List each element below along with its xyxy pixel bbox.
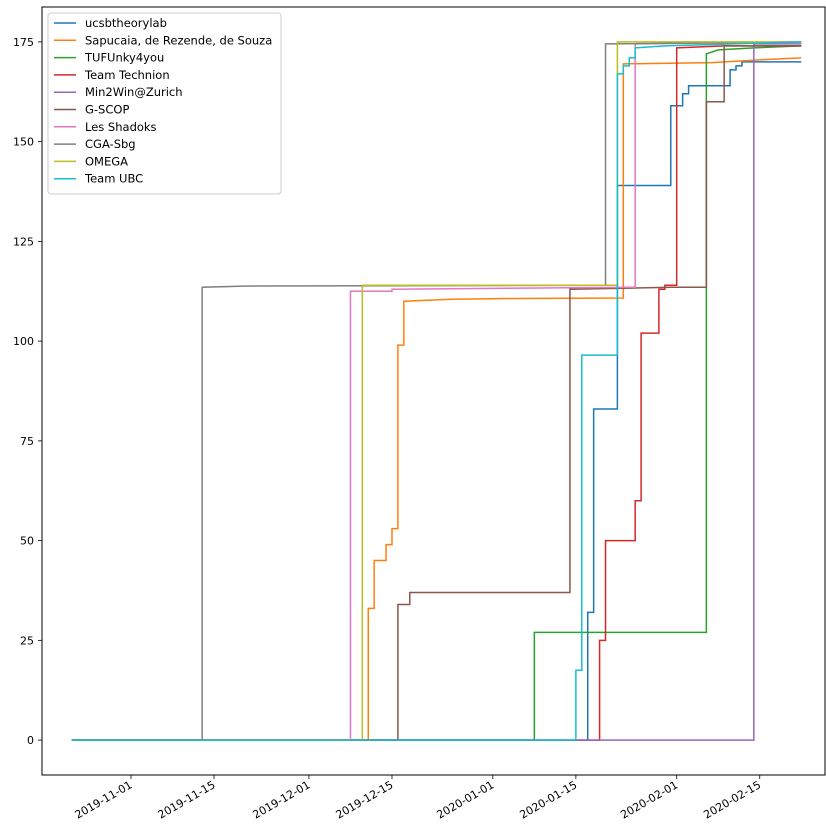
series-line-10 <box>71 41 802 741</box>
y-axis: 0 25 50 75 100 125 150 175 <box>13 36 42 747</box>
y-tick-label: 75 <box>20 435 34 448</box>
series-line-2 <box>71 57 802 741</box>
series-line-3 <box>71 45 802 741</box>
y-tick-label: 125 <box>13 235 34 248</box>
legend-label: TUFUnky4you <box>84 51 164 65</box>
legend-label: Sapucaia, de Rezende, de Souza <box>85 33 272 47</box>
series-line-6 <box>71 45 802 741</box>
y-tick-label: 50 <box>20 535 34 548</box>
legend-label: Les Shadoks <box>85 120 157 134</box>
series-line-1 <box>71 61 802 741</box>
y-tick-label: 175 <box>13 36 34 49</box>
legend: ucsbtheorylab Sapucaia, de Rezende, de So… <box>47 12 282 195</box>
legend-label: ucsbtheorylab <box>85 16 167 30</box>
legend-label: Team Technion <box>84 68 170 82</box>
y-tick-label: 25 <box>20 634 34 647</box>
legend-label: G-SCOP <box>85 103 129 117</box>
series-layer <box>71 41 802 741</box>
y-tick-label: 150 <box>13 136 34 149</box>
legend-box <box>47 12 282 195</box>
legend-label: Team UBC <box>84 172 143 186</box>
y-tick-label: 100 <box>13 335 34 348</box>
legend-label: CGA-Sbg <box>85 137 136 151</box>
legend-label: OMEGA <box>85 154 128 168</box>
series-line-7 <box>71 41 802 741</box>
legend-label: Min2Win@Zurich <box>85 85 183 99</box>
plot-frame <box>41 6 826 776</box>
y-tick-label: 0 <box>27 734 34 747</box>
series-line-4 <box>71 45 802 741</box>
